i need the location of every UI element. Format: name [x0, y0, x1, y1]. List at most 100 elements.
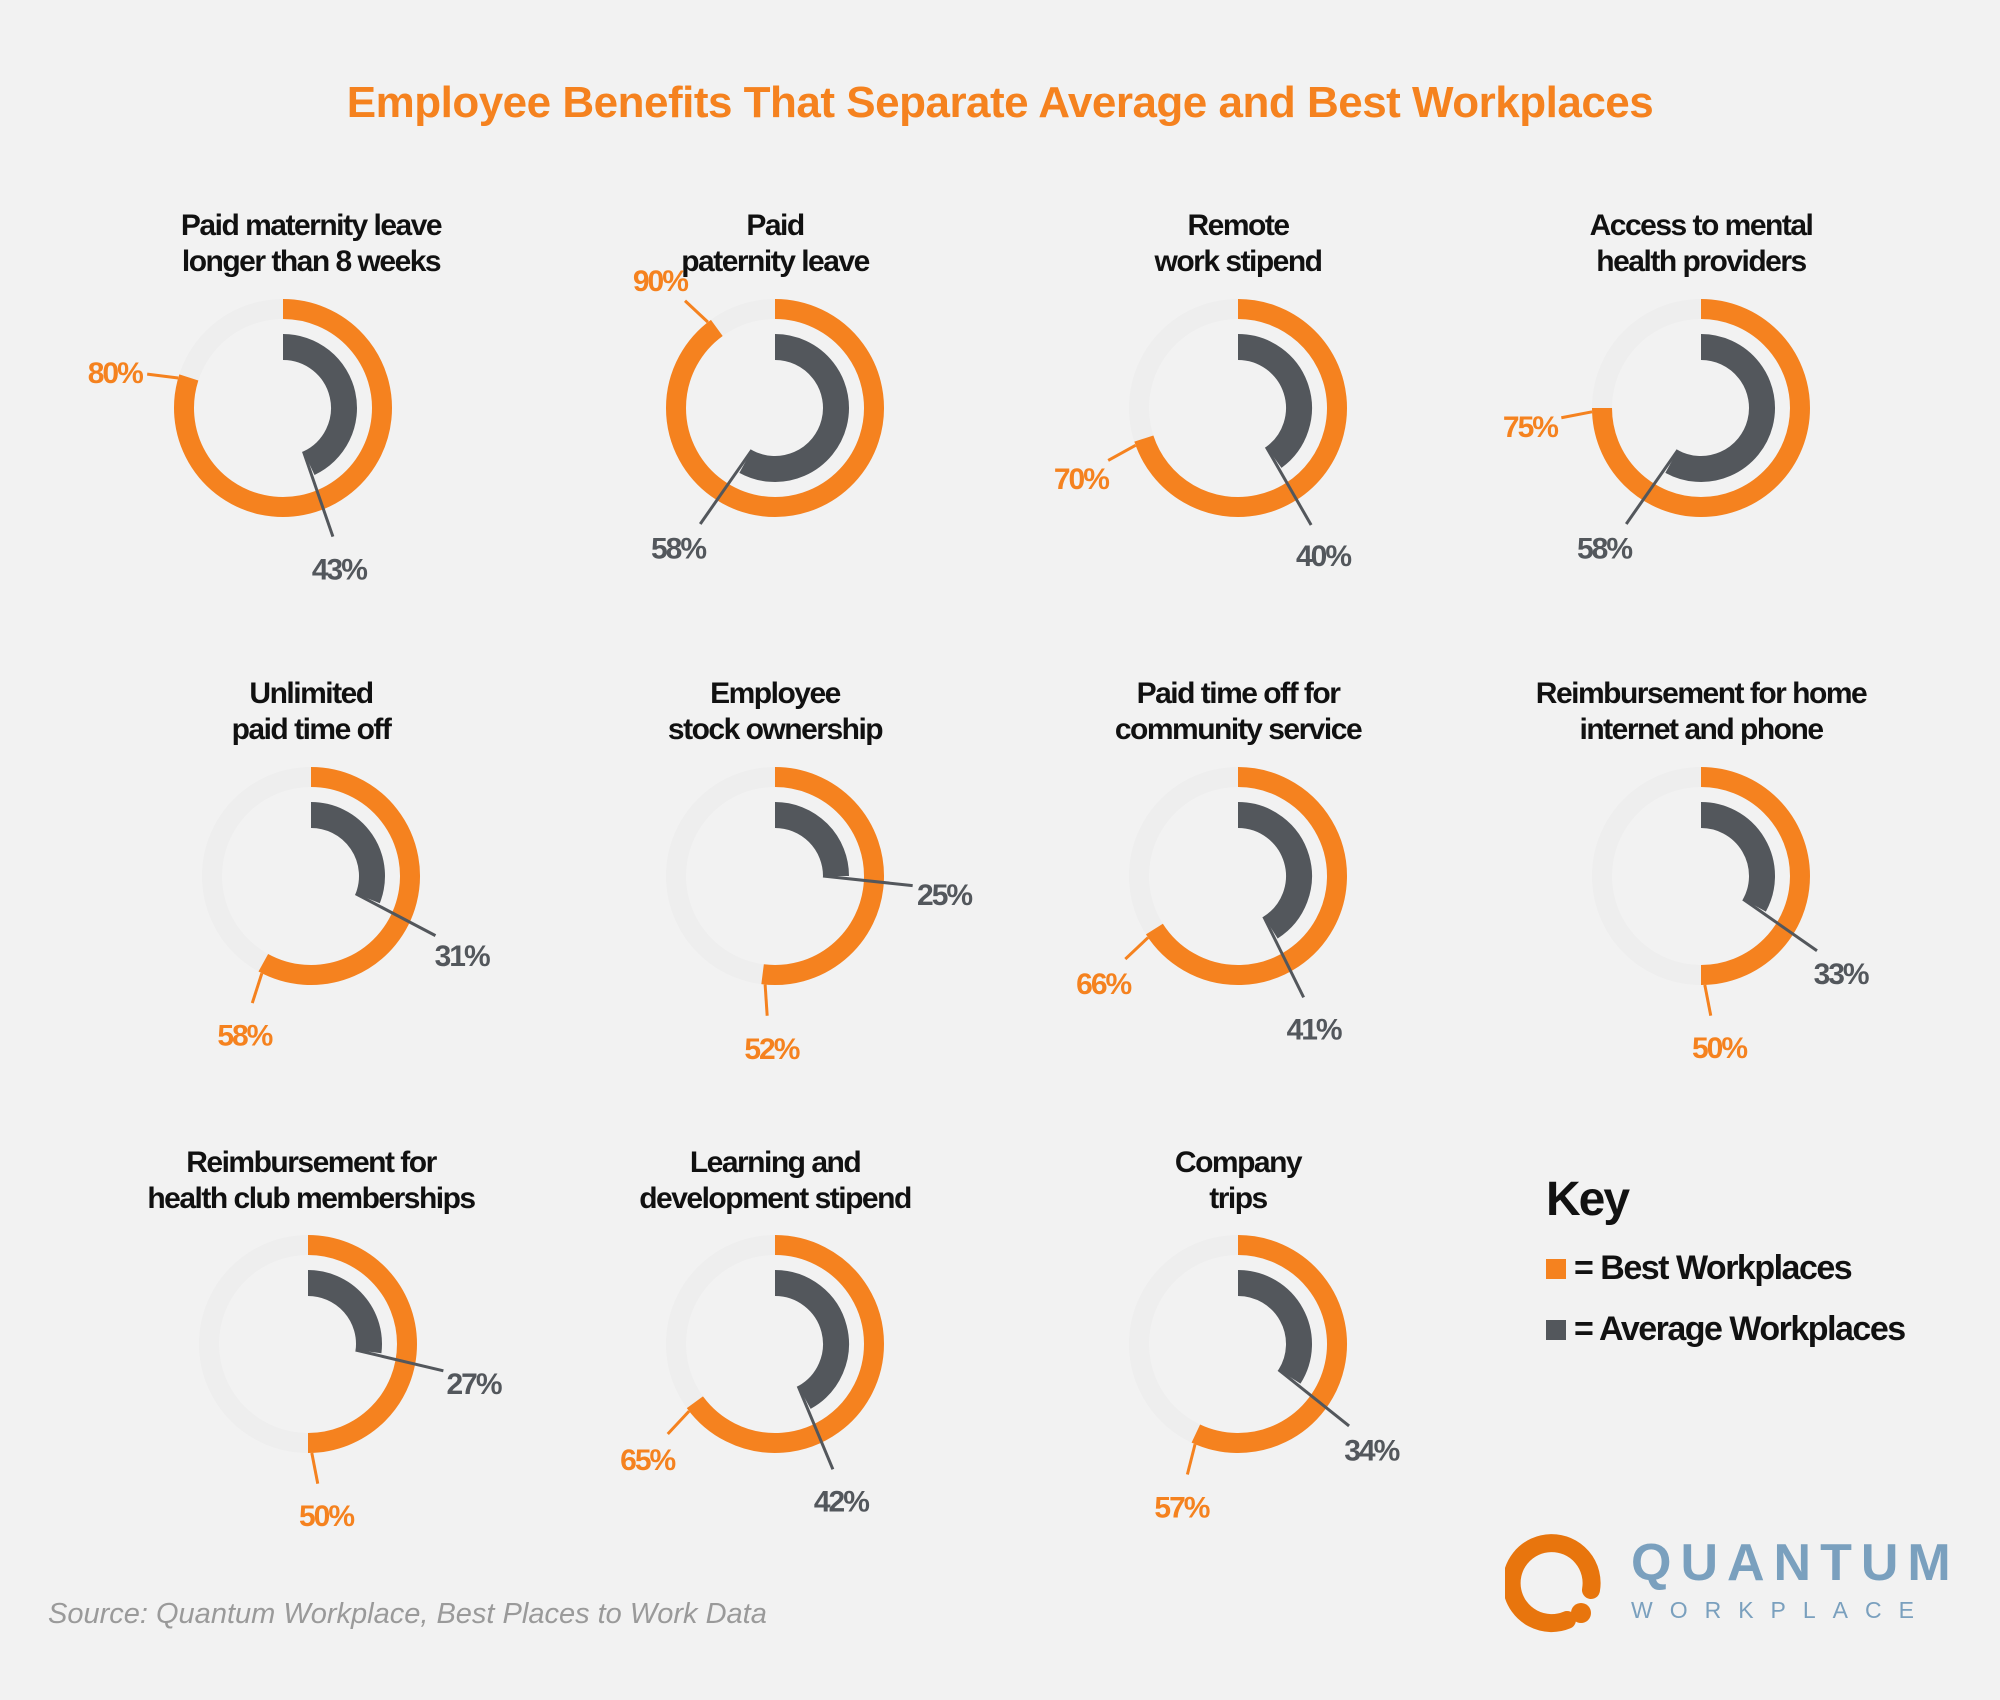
average-arc	[1700, 802, 1775, 912]
average-value-label: 41%	[1287, 1013, 1342, 1046]
chart-title: health providers	[1596, 245, 1806, 278]
average-value-label: 27%	[446, 1368, 501, 1401]
legend-title: Key	[1546, 1173, 1630, 1226]
best-leader	[1561, 410, 1593, 420]
best-arc	[686, 1235, 884, 1453]
average-arc	[1237, 334, 1312, 468]
chart-title: Paid	[746, 209, 804, 242]
average-value-label: 25%	[917, 879, 972, 912]
chart-title: Remote	[1187, 209, 1289, 242]
legend-label-average: = Average Workplaces	[1574, 1310, 1906, 1348]
average-value-label: 58%	[1577, 533, 1632, 566]
chart-title: health club memberships	[147, 1182, 475, 1215]
best-value-label: 80%	[88, 357, 143, 390]
best-leader	[146, 372, 179, 380]
average-arc	[310, 802, 385, 904]
legend-item-average: = Average Workplaces	[1546, 1310, 1906, 1349]
chart-title: Reimbursement for home	[1536, 677, 1867, 710]
best-value-label: 52%	[744, 1033, 799, 1066]
chart-title: longer than 8 weeks	[182, 245, 441, 278]
average-value-label: 58%	[651, 533, 706, 566]
infographic-title: Employee Benefits That Separate Average …	[346, 78, 1654, 127]
chart-title: community service	[1115, 713, 1362, 746]
chart-title: Company	[1175, 1146, 1303, 1179]
average-arc	[1237, 802, 1312, 939]
legend-swatch-average	[1546, 1319, 1566, 1340]
chart-title: trips	[1209, 1182, 1267, 1215]
best-value-label: 57%	[1154, 1491, 1209, 1524]
logo-name: QUANTUM	[1631, 1533, 1960, 1592]
legend-label-best: = Best Workplaces	[1574, 1249, 1853, 1287]
chart-title: Employee	[710, 677, 841, 710]
average-value-label: 34%	[1344, 1435, 1399, 1468]
best-leader	[1703, 984, 1713, 1016]
chart-title: Paid time off for	[1137, 677, 1342, 710]
average-leader	[1625, 449, 1680, 525]
average-arc	[774, 802, 849, 877]
best-leader	[310, 1452, 320, 1484]
best-value-label: 90%	[633, 265, 688, 298]
chart-title: internet and phone	[1580, 713, 1824, 746]
average-leader	[355, 1348, 444, 1373]
average-leader	[1277, 1368, 1351, 1428]
chart-title: Paid maternity leave	[181, 209, 442, 242]
average-arc	[1665, 334, 1775, 482]
best-leader	[666, 1410, 691, 1436]
average-value-label: 33%	[1814, 958, 1869, 991]
best-value-label: 70%	[1054, 463, 1109, 496]
best-arc	[1700, 767, 1810, 985]
average-arc	[282, 334, 357, 475]
average-leader	[822, 874, 913, 888]
legend: Key = Best Workplaces = Average Workplac…	[1546, 1172, 1906, 1349]
best-leader	[1124, 936, 1150, 961]
average-arc	[739, 334, 849, 482]
average-leader	[1262, 915, 1305, 999]
best-value-label: 50%	[299, 1500, 354, 1533]
best-arc	[1134, 299, 1347, 517]
chart-title: Reimbursement for	[186, 1146, 437, 1179]
average-arc	[1237, 1270, 1312, 1384]
average-leader	[302, 450, 335, 538]
legend-swatch-best	[1546, 1258, 1566, 1279]
average-leader	[354, 892, 437, 937]
quantum-workplace-logo: QUANTUM WORKPLACE	[1505, 1522, 1960, 1638]
average-value-label: 31%	[435, 940, 490, 973]
average-arc	[774, 1270, 849, 1409]
best-arc	[307, 1235, 417, 1453]
best-arc	[1592, 299, 1810, 517]
chart-title: paid time off	[232, 713, 393, 746]
best-value-label: 50%	[1692, 1032, 1747, 1065]
legend-item-best: = Best Workplaces	[1546, 1249, 1905, 1288]
best-value-label: 58%	[217, 1020, 272, 1053]
chart-title: Unlimited	[249, 677, 372, 710]
chart-title: Access to mental	[1590, 209, 1813, 242]
best-arc	[1191, 1235, 1347, 1453]
best-leader	[1107, 443, 1137, 462]
average-leader	[1264, 446, 1313, 526]
best-value-label: 75%	[1503, 411, 1558, 444]
chart-title: Learning and	[690, 1146, 861, 1179]
chart-title: development stipend	[639, 1182, 911, 1215]
average-leader	[699, 449, 754, 525]
best-value-label: 66%	[1076, 968, 1131, 1001]
best-arc	[258, 767, 420, 985]
best-value-label: 65%	[620, 1444, 675, 1477]
average-value-label: 40%	[1296, 540, 1351, 573]
best-arc	[666, 299, 884, 517]
best-arc	[174, 299, 392, 517]
average-arc	[307, 1270, 382, 1354]
chart-title: paternity leave	[681, 245, 869, 278]
logo-sub: WORKPLACE	[1631, 1596, 1931, 1623]
best-arc	[1145, 767, 1347, 985]
best-leader	[250, 972, 264, 1004]
average-leader	[796, 1385, 835, 1470]
best-leader	[763, 984, 769, 1016]
average-value-label: 42%	[814, 1486, 869, 1519]
best-leader	[1185, 1443, 1197, 1475]
source-note: Source: Quantum Workplace, Best Places t…	[48, 1598, 767, 1630]
average-leader	[1742, 897, 1818, 952]
best-leader	[683, 299, 709, 324]
logo-q-icon	[1505, 1534, 1601, 1633]
chart-title: work stipend	[1153, 245, 1321, 278]
